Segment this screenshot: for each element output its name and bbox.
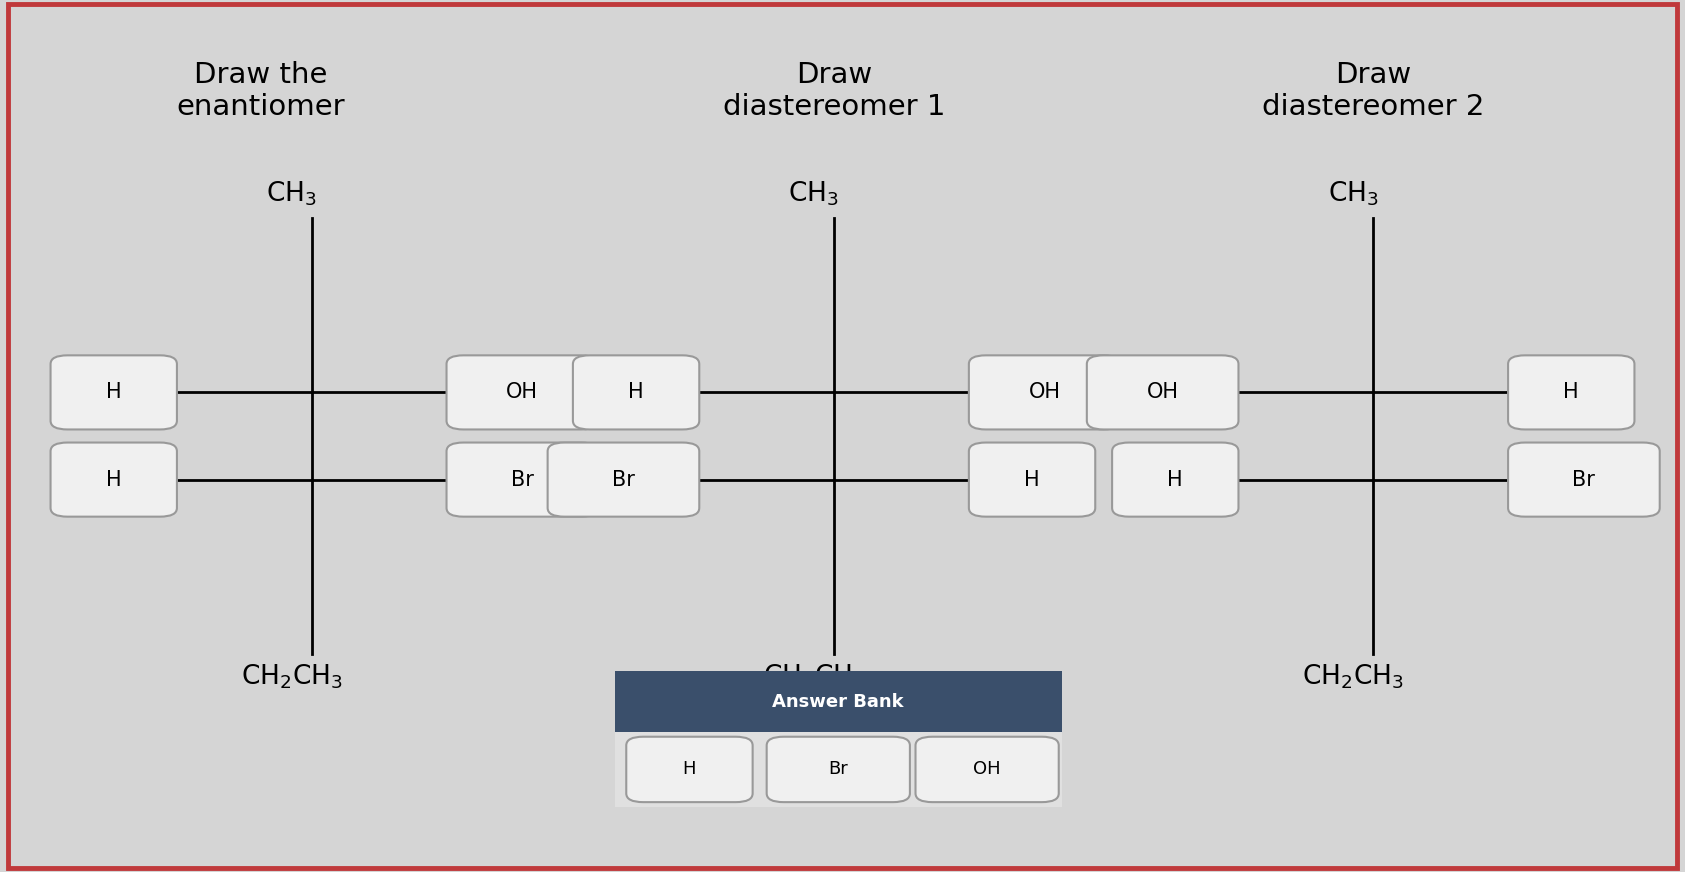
FancyBboxPatch shape bbox=[1508, 356, 1634, 429]
Text: H: H bbox=[1564, 383, 1579, 402]
Text: OH: OH bbox=[974, 760, 1001, 779]
FancyBboxPatch shape bbox=[1087, 356, 1238, 429]
FancyBboxPatch shape bbox=[573, 356, 699, 429]
Text: Draw
diastereomer 2: Draw diastereomer 2 bbox=[1262, 61, 1484, 121]
Text: CH$_2$CH$_3$: CH$_2$CH$_3$ bbox=[1303, 663, 1404, 691]
FancyBboxPatch shape bbox=[548, 443, 699, 516]
Text: OH: OH bbox=[1147, 383, 1178, 402]
Text: OH: OH bbox=[507, 383, 538, 402]
Text: H: H bbox=[106, 383, 121, 402]
FancyBboxPatch shape bbox=[1508, 443, 1660, 516]
FancyBboxPatch shape bbox=[615, 671, 1062, 732]
Text: Answer Bank: Answer Bank bbox=[772, 693, 905, 711]
Text: CH$_3$: CH$_3$ bbox=[1328, 179, 1378, 208]
Text: CH$_3$: CH$_3$ bbox=[789, 179, 839, 208]
FancyBboxPatch shape bbox=[447, 356, 598, 429]
Text: CH$_2$CH$_3$: CH$_2$CH$_3$ bbox=[241, 663, 342, 691]
FancyBboxPatch shape bbox=[615, 732, 1062, 807]
Text: Draw
diastereomer 1: Draw diastereomer 1 bbox=[723, 61, 945, 121]
Text: OH: OH bbox=[1030, 383, 1060, 402]
FancyBboxPatch shape bbox=[969, 443, 1095, 516]
Text: Draw the
enantiomer: Draw the enantiomer bbox=[177, 61, 345, 121]
FancyBboxPatch shape bbox=[627, 737, 753, 802]
Text: H: H bbox=[682, 760, 696, 779]
Text: Br: Br bbox=[511, 470, 534, 489]
FancyBboxPatch shape bbox=[447, 443, 598, 516]
Text: H: H bbox=[1024, 470, 1040, 489]
FancyBboxPatch shape bbox=[1112, 443, 1238, 516]
FancyBboxPatch shape bbox=[767, 737, 910, 802]
Text: H: H bbox=[1168, 470, 1183, 489]
Text: H: H bbox=[106, 470, 121, 489]
FancyBboxPatch shape bbox=[969, 356, 1121, 429]
FancyBboxPatch shape bbox=[51, 356, 177, 429]
Text: Br: Br bbox=[1572, 470, 1596, 489]
FancyBboxPatch shape bbox=[915, 737, 1058, 802]
Text: Br: Br bbox=[829, 760, 848, 779]
Text: Br: Br bbox=[612, 470, 635, 489]
Text: CH$_3$: CH$_3$ bbox=[266, 179, 317, 208]
Text: H: H bbox=[629, 383, 644, 402]
Text: CH$_2$CH$_3$: CH$_2$CH$_3$ bbox=[763, 663, 864, 691]
FancyBboxPatch shape bbox=[51, 443, 177, 516]
